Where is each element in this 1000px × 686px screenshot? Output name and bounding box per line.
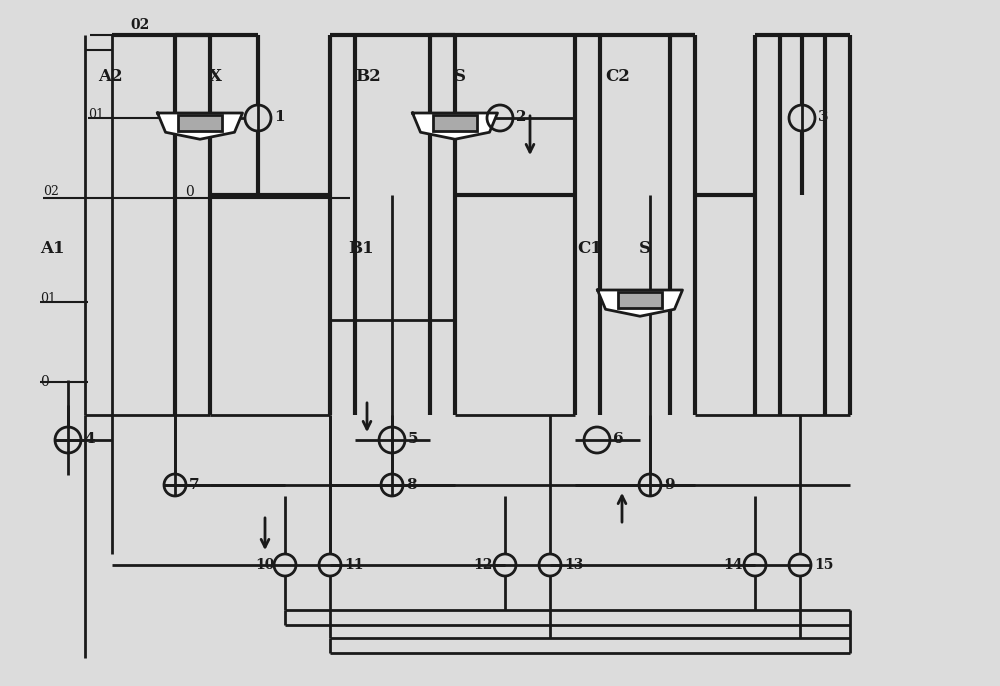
Text: A1: A1 (40, 240, 64, 257)
Polygon shape (598, 290, 682, 316)
Text: 13: 13 (564, 558, 583, 572)
Bar (433, 115, 477, 130)
Text: 2: 2 (516, 110, 526, 124)
Text: 02: 02 (43, 185, 59, 198)
Text: S: S (639, 240, 651, 257)
Text: 11: 11 (344, 558, 364, 572)
Text: 5: 5 (408, 432, 418, 446)
Text: 9: 9 (664, 478, 675, 492)
Text: 10: 10 (255, 558, 274, 572)
Text: C2: C2 (605, 68, 630, 85)
Text: 0: 0 (40, 375, 49, 389)
Text: 4: 4 (84, 432, 95, 446)
Text: 15: 15 (814, 558, 833, 572)
Polygon shape (158, 113, 242, 139)
Bar (618, 292, 662, 307)
Text: 3: 3 (818, 110, 829, 124)
Text: 14: 14 (723, 558, 742, 572)
Bar (178, 115, 222, 130)
Text: 8: 8 (406, 478, 417, 492)
Text: 01: 01 (88, 108, 104, 121)
Text: 01: 01 (40, 292, 56, 305)
Text: B2: B2 (355, 68, 381, 85)
Text: 6: 6 (613, 432, 624, 446)
Text: 0: 0 (185, 185, 194, 199)
Text: C1: C1 (577, 240, 602, 257)
Text: B1: B1 (348, 240, 374, 257)
Text: 02: 02 (130, 18, 150, 32)
Text: 1: 1 (274, 110, 285, 124)
Text: 12: 12 (473, 558, 492, 572)
Text: X: X (208, 68, 222, 85)
Text: A2: A2 (98, 68, 123, 85)
Polygon shape (413, 113, 498, 139)
Text: S: S (454, 68, 466, 85)
Text: 7: 7 (189, 478, 200, 492)
